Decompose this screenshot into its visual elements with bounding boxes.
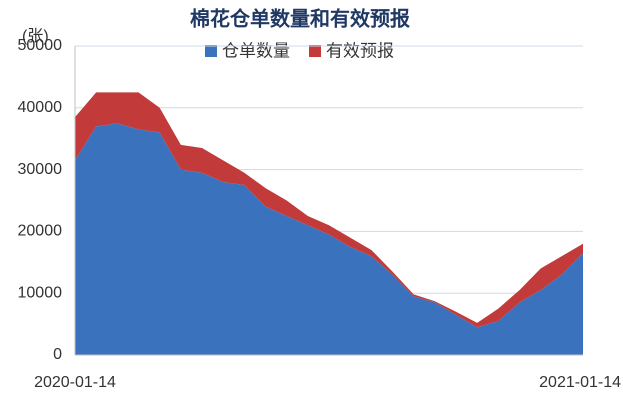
legend-label: 有效预报 — [326, 41, 394, 60]
chart-title: 棉花仓单数量和有效预报 — [190, 7, 410, 31]
y-tick-label: 0 — [53, 346, 62, 363]
area — [75, 123, 583, 355]
legend: 仓单数量 有效预报 — [205, 41, 394, 60]
legend-swatch — [309, 45, 321, 57]
x-tick-label: 2021-01-14 — [539, 374, 621, 391]
y-tick-label: 10000 — [18, 284, 63, 301]
y-tick-label: 30000 — [18, 161, 63, 178]
x-tick-label: 2020-01-14 — [34, 374, 116, 391]
y-tick-label: 40000 — [18, 99, 63, 116]
y-tick-label: 50000 — [18, 37, 63, 54]
area — [75, 92, 583, 328]
y-tick-label: 20000 — [18, 223, 63, 240]
y-axis-label: (张) — [22, 27, 49, 45]
legend-swatch — [205, 45, 217, 57]
legend-label: 仓单数量 — [222, 41, 290, 60]
